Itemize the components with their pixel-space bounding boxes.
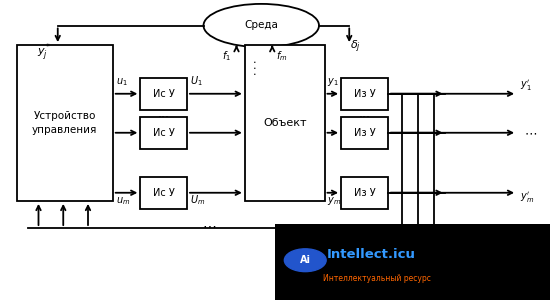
Text: $\cdots$: $\cdots$ (202, 218, 216, 232)
Bar (341, 117, 388, 148)
Bar (16, 45, 113, 201)
Text: $y_1'$: $y_1'$ (520, 78, 531, 93)
Bar (245, 45, 324, 201)
Text: $\cdot$: $\cdot$ (252, 56, 256, 66)
Text: $y_1$: $y_1$ (327, 76, 339, 88)
Circle shape (284, 249, 326, 272)
Text: Ис У: Ис У (153, 89, 174, 99)
Text: Intellect.icu: Intellect.icu (327, 248, 416, 261)
Text: $\cdots$: $\cdots$ (524, 126, 537, 139)
Bar (140, 117, 187, 148)
Text: Объект: Объект (263, 118, 306, 128)
Text: $f_m$: $f_m$ (277, 49, 288, 63)
Text: Из У: Из У (354, 128, 375, 138)
Text: $\cdot$: $\cdot$ (252, 61, 256, 72)
Text: $U_m$: $U_m$ (190, 193, 205, 207)
Text: Ис У: Ис У (153, 128, 174, 138)
Text: Устройство
управления: Устройство управления (32, 111, 97, 135)
Bar (140, 177, 187, 208)
Bar (341, 78, 388, 110)
Text: $u_1$: $u_1$ (116, 76, 127, 88)
Bar (275, 224, 550, 300)
Text: Ис У: Ис У (153, 188, 174, 198)
Text: ...: ... (359, 107, 370, 120)
Text: $\delta_j$: $\delta_j$ (350, 38, 361, 55)
Text: Ai: Ai (300, 255, 311, 265)
Text: $y_m'$: $y_m'$ (520, 190, 534, 205)
Text: $U_1$: $U_1$ (190, 74, 202, 88)
Text: $y_m$: $y_m$ (327, 195, 342, 207)
Text: $u_m$: $u_m$ (116, 195, 130, 207)
Text: Среда: Среда (244, 20, 278, 31)
Bar (341, 177, 388, 208)
Text: Из У: Из У (354, 89, 375, 99)
Bar (140, 78, 187, 110)
Text: Интеллектуальный ресурс: Интеллектуальный ресурс (323, 274, 431, 283)
Text: ...: ... (158, 107, 169, 120)
Text: $\cdot$: $\cdot$ (252, 68, 256, 78)
Ellipse shape (204, 4, 319, 47)
Text: Из У: Из У (354, 188, 375, 198)
Text: $f_1$: $f_1$ (222, 49, 231, 63)
Text: $y_j^*$: $y_j^*$ (37, 41, 51, 64)
